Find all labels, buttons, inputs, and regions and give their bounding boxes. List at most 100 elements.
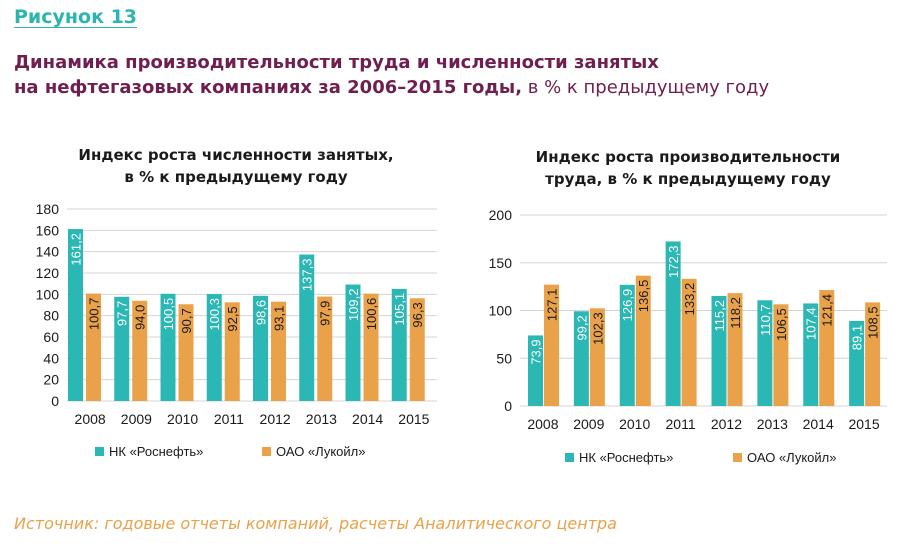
productivity-x-tick-label: 2008: [527, 416, 558, 432]
figure-title-line1: Динамика производительности труда и числ…: [14, 52, 659, 73]
employment-y-tick-label: 20: [43, 372, 59, 388]
employment-data-label-rosneft: 109,2: [346, 289, 361, 322]
employment-data-label-rosneft: 100,5: [161, 298, 176, 331]
productivity-x-tick-label: 2011: [666, 416, 696, 432]
productivity-bar-rosneft: [803, 303, 819, 406]
productivity-bar-rosneft: [665, 241, 681, 406]
productivity-data-label-rosneft: 126,9: [620, 289, 635, 322]
productivity-y-tick-label: 0: [504, 398, 512, 414]
productivity-data-label-lukoil: 121,4: [820, 294, 835, 327]
employment-bar-lukoil: [86, 293, 101, 401]
employment-data-label-lukoil: 97,9: [318, 301, 333, 326]
employment-y-tick-label: 180: [36, 201, 60, 217]
employment-bar-lukoil: [224, 302, 240, 401]
employment-x-tick-label: 2009: [121, 411, 152, 427]
employment-bar-rosneft: [68, 229, 83, 401]
employment-y-tick-label: 60: [43, 329, 59, 345]
productivity-x-tick-label: 2015: [848, 416, 879, 432]
employment-x-tick-label: 2011: [214, 411, 244, 427]
employment-chart-title-line1: Индекс роста численности занятых,: [78, 146, 393, 164]
employment-legend-label-lukoil: ОАО «Лукойл»: [276, 444, 365, 459]
productivity-data-label-lukoil: 133,2: [682, 283, 697, 316]
productivity-bar-rosneft: [849, 320, 865, 406]
productivity-legend-swatch-lukoil: [733, 453, 742, 462]
productivity-data-label-rosneft: 172,3: [666, 245, 681, 278]
productivity-data-label-rosneft: 115,2: [712, 300, 727, 332]
productivity-data-label-lukoil: 118,2: [728, 297, 743, 329]
productivity-bar-rosneft: [711, 295, 727, 406]
employment-y-tick-label: 120: [36, 265, 60, 281]
productivity-data-label-lukoil: 127,1: [545, 289, 560, 322]
employment-bar-lukoil: [317, 296, 333, 401]
productivity-data-label-lukoil: 136,5: [636, 280, 651, 313]
productivity-bar-lukoil: [727, 293, 743, 406]
employment-bar-rosneft: [391, 288, 407, 401]
employment-chart-title-line2: в % к предыдущему году: [124, 168, 347, 186]
productivity-data-label-rosneft: 107,4: [804, 307, 819, 340]
productivity-x-tick-label: 2009: [573, 416, 604, 432]
productivity-y-tick-label: 50: [496, 350, 512, 366]
employment-data-label-rosneft: 137,3: [300, 259, 315, 292]
employment-bar-rosneft: [253, 295, 268, 401]
productivity-x-tick-label: 2012: [711, 416, 742, 432]
employment-data-label-rosneft: 100,3: [207, 298, 222, 331]
employment-bar-lukoil: [271, 301, 286, 401]
productivity-y-tick-label: 200: [489, 207, 513, 223]
figure-label: Рисунок 13: [14, 6, 138, 28]
employment-data-label-lukoil: 96,3: [410, 302, 425, 327]
productivity-bar-lukoil: [544, 284, 559, 406]
employment-bar-rosneft: [114, 296, 130, 401]
figure-title-line2-bold: на нефтегазовых компаниях за 2006–2015 г…: [14, 77, 523, 98]
employment-data-label-lukoil: 93,1: [272, 306, 287, 331]
employment-x-tick-label: 2008: [75, 411, 106, 427]
employment-bar-lukoil: [363, 293, 379, 401]
employment-data-label-lukoil: 100,6: [364, 298, 379, 331]
employment-x-tick-label: 2010: [167, 411, 198, 427]
employment-y-tick-label: 80: [43, 308, 59, 324]
employment-data-label-rosneft: 98,6: [254, 300, 269, 325]
productivity-data-label-rosneft: 89,1: [850, 325, 865, 350]
employment-legend-swatch-rosneft: [95, 447, 104, 456]
productivity-data-label-lukoil: 102,3: [590, 312, 605, 345]
productivity-x-tick-label: 2014: [803, 416, 834, 432]
employment-data-label-rosneft: 161,2: [69, 233, 84, 266]
employment-bar-rosneft: [299, 254, 315, 401]
employment-y-tick-label: 0: [51, 393, 59, 409]
productivity-data-label-lukoil: 106,5: [774, 308, 789, 341]
productivity-y-tick-label: 100: [489, 303, 513, 319]
productivity-legend-label-lukoil: ОАО «Лукойл»: [747, 450, 836, 465]
productivity-bar-rosneft: [757, 300, 773, 406]
productivity-bar-lukoil: [681, 278, 697, 406]
productivity-bar-rosneft: [528, 335, 543, 406]
productivity-data-label-lukoil: 108,5: [866, 306, 881, 339]
productivity-bar-lukoil: [589, 308, 605, 406]
productivity-legend-swatch-rosneft: [565, 453, 574, 462]
productivity-bar-lukoil: [819, 290, 835, 406]
productivity-chart-title-line2: труда, в % к предыдущему году: [545, 170, 831, 188]
figure-title-line2-normal: в % к предыдущему году: [522, 77, 770, 98]
employment-legend-label-rosneft: НК «Роснефть»: [109, 444, 203, 459]
employment-data-label-lukoil: 92,5: [225, 306, 240, 331]
productivity-y-tick-label: 150: [489, 255, 513, 271]
employment-data-label-lukoil: 100,7: [87, 298, 102, 331]
employment-bar-lukoil: [409, 298, 425, 401]
employment-y-tick-label: 100: [36, 286, 60, 302]
productivity-data-label-rosneft: 110,7: [758, 304, 773, 336]
productivity-bar-rosneft: [573, 311, 589, 406]
employment-bar-lukoil: [178, 304, 194, 401]
figure-title: Динамика производительности труда и числ…: [14, 50, 769, 100]
productivity-data-label-rosneft: 73,9: [529, 339, 544, 364]
productivity-x-tick-label: 2013: [757, 416, 788, 432]
productivity-data-label-rosneft: 99,2: [574, 315, 589, 340]
employment-data-label-rosneft: 97,7: [115, 301, 130, 326]
employment-bar-rosneft: [345, 284, 361, 401]
employment-data-label-rosneft: 105,1: [392, 293, 407, 326]
employment-bar-rosneft: [206, 294, 222, 401]
productivity-chart-title-line1: Индекс роста производительности: [536, 148, 841, 166]
productivity-x-tick-label: 2010: [619, 416, 650, 432]
employment-bar-rosneft: [160, 293, 176, 401]
employment-x-tick-label: 2014: [352, 411, 383, 427]
employment-data-label-lukoil: 94,0: [133, 305, 148, 330]
employment-legend-swatch-lukoil: [262, 447, 271, 456]
